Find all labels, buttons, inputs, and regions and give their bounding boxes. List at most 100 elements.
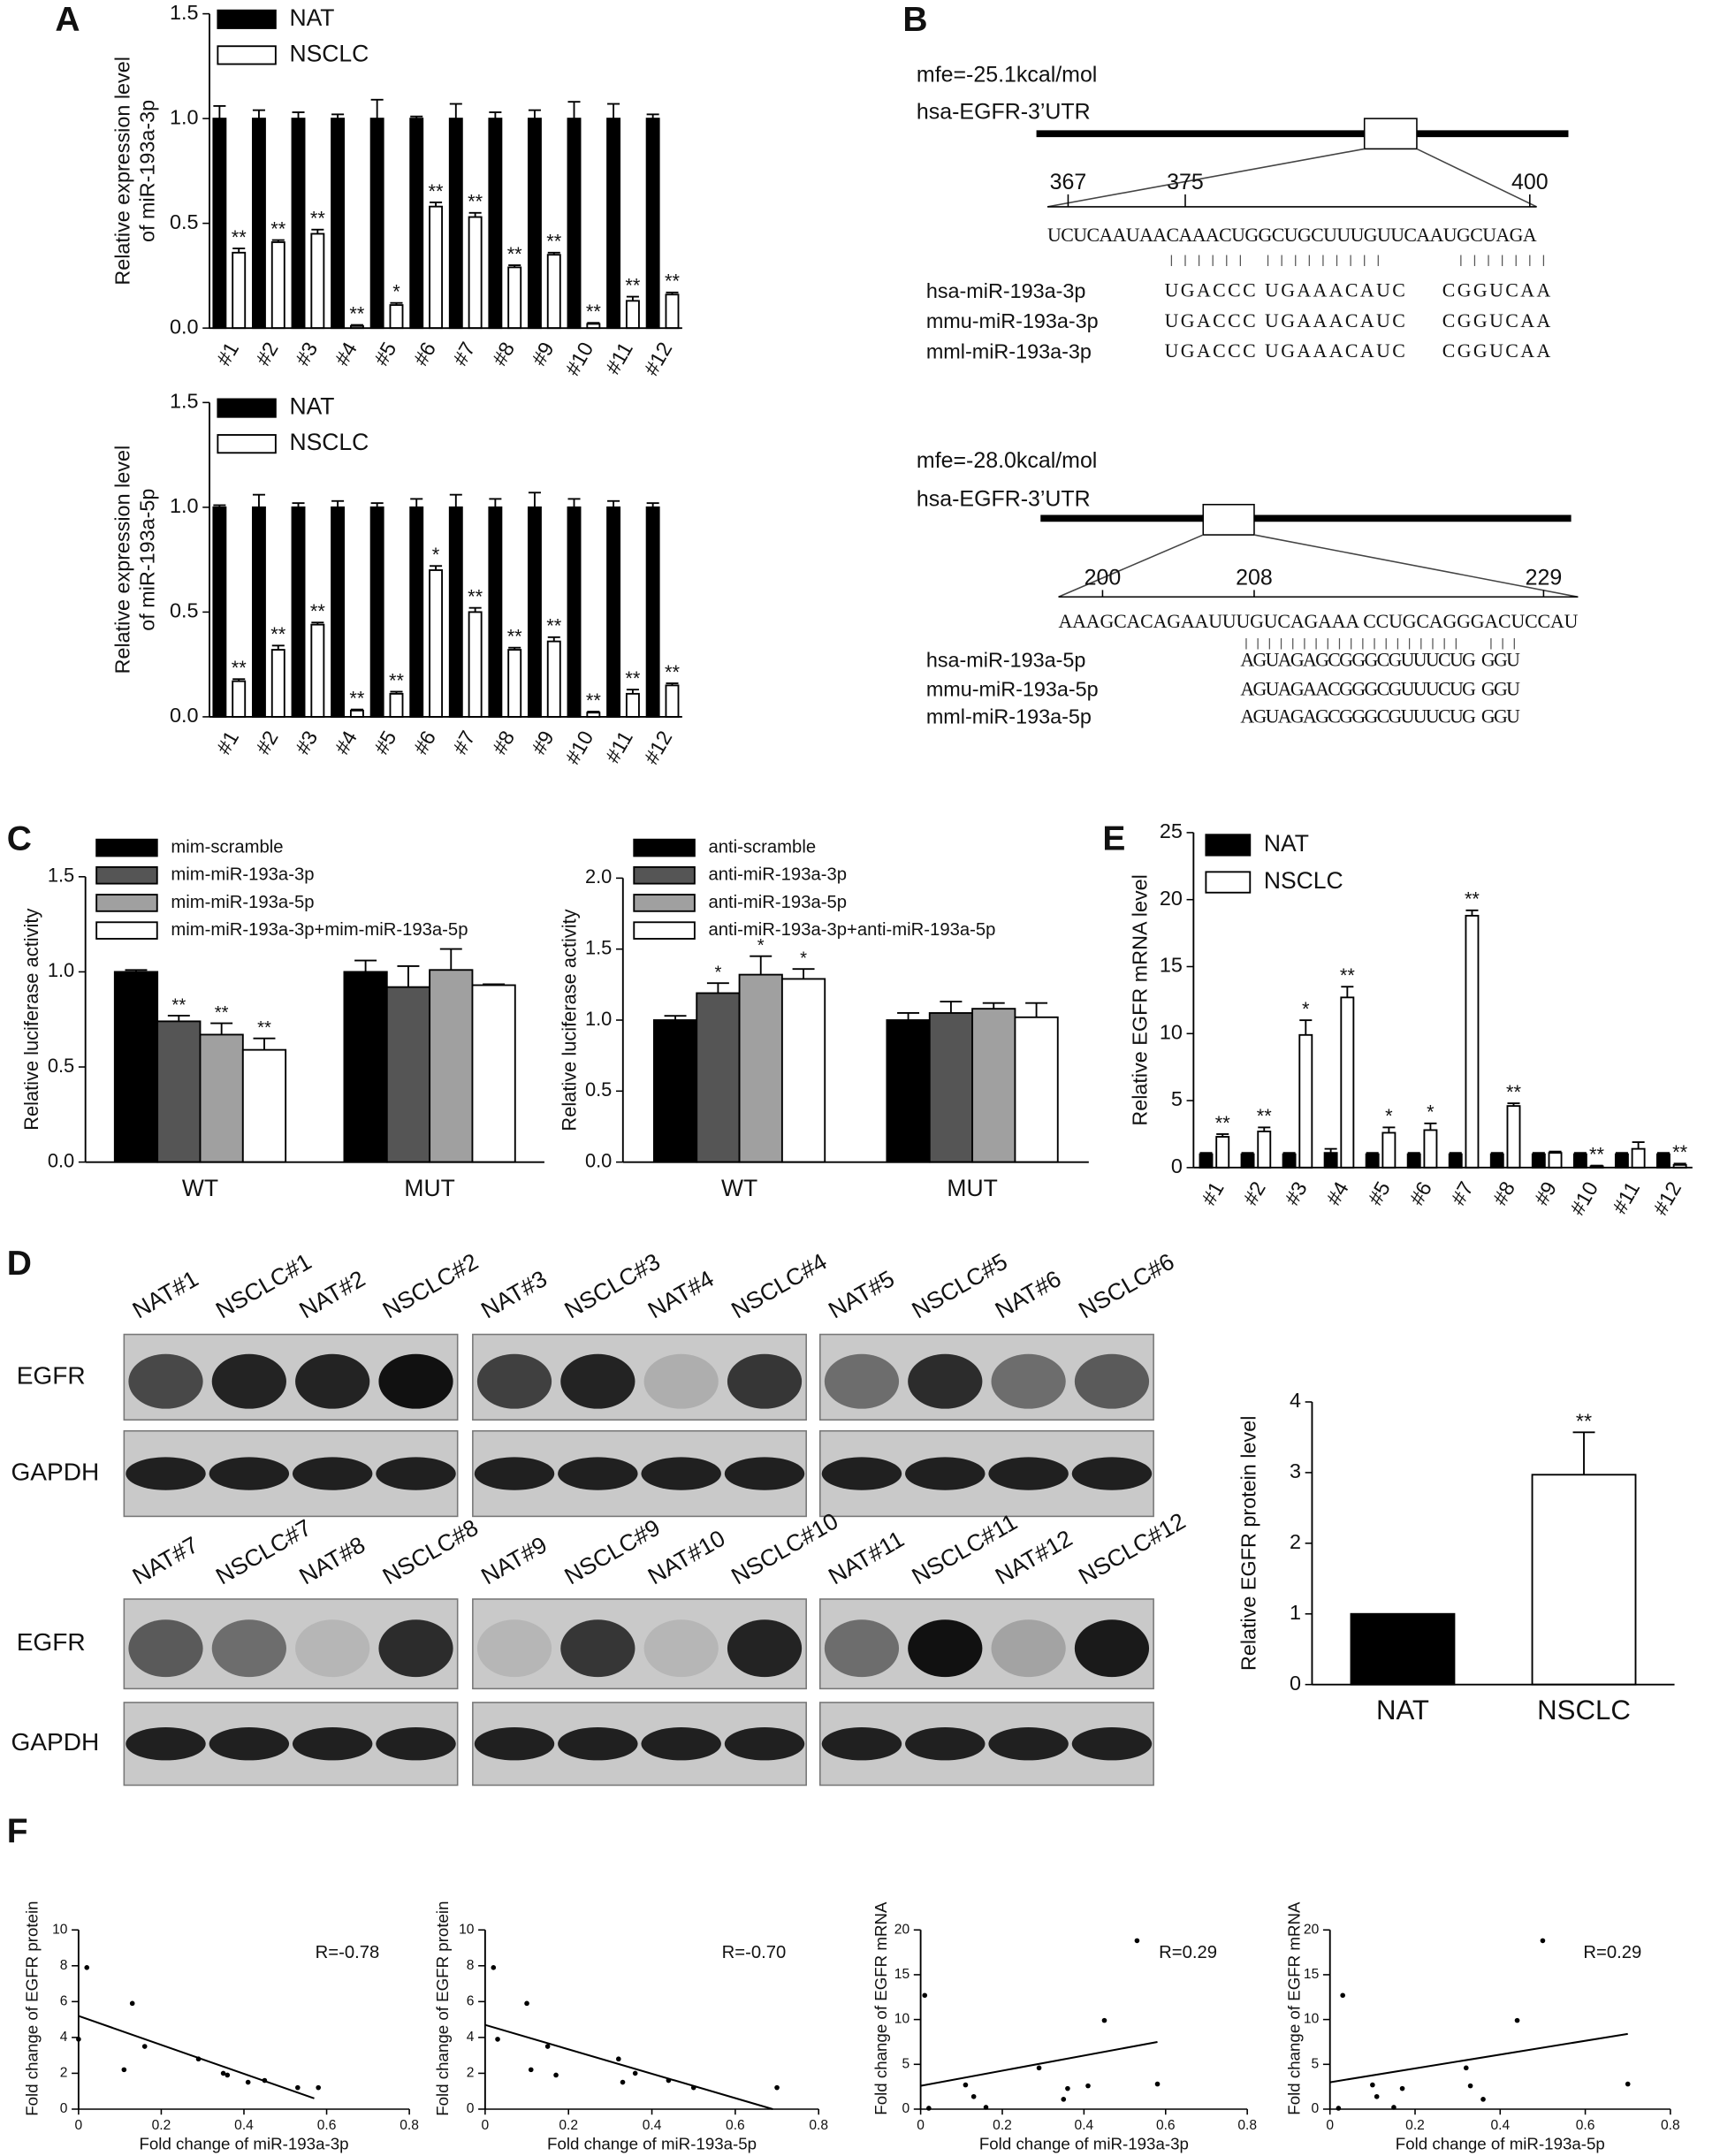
x-tick-label: 0 <box>75 2118 83 2133</box>
mirna-sequence: UGACCC UGAAACAUC CGGUCAA <box>1165 280 1551 301</box>
correlation-label: R=0.29 <box>1583 1943 1641 1962</box>
bar <box>409 506 424 718</box>
gapdh-band <box>474 1727 555 1761</box>
bar <box>291 118 306 330</box>
egfr-band <box>295 1619 370 1678</box>
bar <box>1350 1612 1456 1686</box>
position-label: 367 <box>1050 170 1087 194</box>
y-tick-label: 1.0 <box>48 959 74 981</box>
blot-row-label: GAPDH <box>11 1458 99 1485</box>
significance-label: ** <box>1506 1081 1521 1103</box>
x-tick-label: 0.2 <box>559 2118 578 2133</box>
y-tick-label: 10 <box>1160 1020 1183 1043</box>
legend-label: mim-scramble <box>171 837 283 857</box>
significance-label: ** <box>1589 1143 1604 1165</box>
gapdh-band <box>474 1457 555 1490</box>
gapdh-band <box>1071 1457 1153 1490</box>
gapdh-band <box>126 1457 206 1490</box>
legend-label: NAT <box>289 393 334 420</box>
bar <box>696 992 741 1163</box>
egfr-band <box>824 1619 900 1678</box>
y-tick-label: 1.0 <box>585 1008 612 1030</box>
y-axis-label: Fold change of EGFR mRNA <box>1285 1901 1304 2115</box>
egfr-band <box>560 1619 635 1678</box>
y-tick-label: 0.0 <box>48 1149 74 1171</box>
y-tick-label: 0 <box>902 2101 909 2116</box>
significance-label: ** <box>270 623 285 645</box>
x-tick-label: 0.6 <box>726 2118 745 2133</box>
egfr-band <box>128 1353 203 1409</box>
bar <box>1240 1153 1255 1169</box>
significance-label: ** <box>665 661 680 683</box>
significance-label: ** <box>1576 1410 1592 1433</box>
legend-swatch <box>95 921 158 940</box>
gapdh-band <box>292 1727 373 1761</box>
bar <box>1298 1033 1313 1169</box>
x-tick-label: 0.6 <box>317 2118 337 2133</box>
scatter-point <box>1336 2106 1342 2111</box>
y-tick-label: 15 <box>1160 954 1183 977</box>
y-tick-label: 4 <box>1290 1389 1301 1412</box>
bar <box>409 118 424 330</box>
scatter-point <box>1154 2081 1161 2087</box>
y-tick-label: 0 <box>60 2101 68 2116</box>
legend-swatch <box>1205 834 1252 857</box>
y-axis-label: Fold change of EGFR protein <box>433 1901 452 2115</box>
significance-label: ** <box>215 1003 229 1023</box>
y-axis-label: of miR-193a-3p <box>136 100 159 242</box>
panel-label: B <box>902 1 927 39</box>
x-tick-label: 0 <box>917 2118 925 2133</box>
bar <box>1465 914 1480 1169</box>
scatter-point <box>1134 1938 1140 1944</box>
significance-label: ** <box>270 217 285 240</box>
significance-label: ** <box>507 243 522 265</box>
y-tick-label: 0 <box>1290 1672 1301 1695</box>
bar <box>310 232 325 330</box>
bar <box>546 640 561 718</box>
y-tick-label: 2 <box>60 2066 68 2081</box>
egfr-band <box>378 1353 453 1409</box>
bar <box>1323 1152 1338 1169</box>
scatter-point <box>491 1965 497 1970</box>
x-tick-label: 0.4 <box>234 2118 254 2133</box>
significance-label: ** <box>389 669 404 691</box>
bar <box>625 300 640 330</box>
y-tick-label: 15 <box>894 1967 910 1982</box>
x-tick-label: 0 <box>482 2118 490 2133</box>
bar <box>448 118 463 330</box>
bar <box>331 506 346 718</box>
bar <box>331 118 346 330</box>
y-axis-label: Relative expression level <box>111 57 134 286</box>
y-tick-label: 10 <box>894 2012 910 2027</box>
mirna-name: mml-miR-193a-3p <box>926 339 1092 362</box>
trend-line <box>1329 2032 1628 2084</box>
egfr-band <box>908 1353 983 1409</box>
x-tick-label: WT <box>182 1175 218 1201</box>
bar <box>232 680 247 718</box>
legend-swatch <box>95 894 158 912</box>
significance-label: * <box>1385 1105 1393 1127</box>
legend-label: NSCLC <box>289 40 369 66</box>
legend-swatch <box>95 838 158 857</box>
scatter-point <box>983 2105 989 2110</box>
mirna-name: mml-miR-193a-5p <box>926 705 1092 728</box>
bar <box>448 506 463 718</box>
gapdh-band <box>821 1727 902 1761</box>
y-tick-label: 2.0 <box>585 865 612 888</box>
x-tick-label: 0.8 <box>809 2118 828 2133</box>
y-tick-label: 1.5 <box>170 390 198 413</box>
bar <box>488 506 503 718</box>
significance-label: * <box>392 281 400 303</box>
y-tick-label: 2 <box>467 2066 475 2081</box>
legend-swatch <box>633 838 696 857</box>
x-tick-label: 0.2 <box>152 2118 171 2133</box>
y-tick-label: 0.5 <box>585 1078 612 1101</box>
legend-label: anti-miR-193a-3p <box>708 865 847 885</box>
bar <box>546 254 561 330</box>
legend-label: NAT <box>289 4 334 31</box>
y-tick-label: 0.5 <box>170 210 198 233</box>
bar <box>389 692 404 718</box>
bar <box>199 1033 244 1163</box>
significance-label: ** <box>429 180 444 202</box>
bar <box>527 118 542 330</box>
